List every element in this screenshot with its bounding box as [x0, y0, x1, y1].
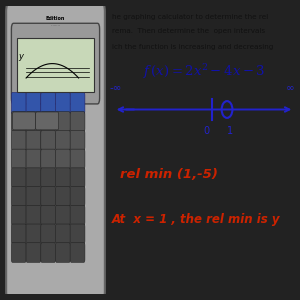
Text: -∞: -∞	[110, 83, 122, 93]
Text: $f\,(x)=2x^2-4x-3$: $f\,(x)=2x^2-4x-3$	[143, 63, 265, 81]
Text: ich the function is increasing and decreasing: ich the function is increasing and decre…	[112, 44, 273, 50]
FancyBboxPatch shape	[41, 92, 56, 114]
Text: 1: 1	[227, 126, 233, 136]
FancyBboxPatch shape	[56, 224, 70, 244]
Text: At  x = 1 , the rel min is y: At x = 1 , the rel min is y	[112, 212, 280, 226]
FancyBboxPatch shape	[35, 112, 59, 130]
FancyBboxPatch shape	[13, 112, 35, 130]
FancyBboxPatch shape	[26, 149, 41, 169]
FancyBboxPatch shape	[26, 168, 41, 188]
FancyBboxPatch shape	[56, 112, 70, 131]
FancyBboxPatch shape	[11, 112, 26, 131]
Text: 0: 0	[204, 126, 210, 136]
FancyBboxPatch shape	[70, 130, 85, 150]
FancyBboxPatch shape	[26, 187, 41, 206]
FancyBboxPatch shape	[41, 130, 56, 150]
FancyBboxPatch shape	[41, 168, 56, 188]
FancyBboxPatch shape	[26, 92, 41, 114]
FancyBboxPatch shape	[26, 130, 41, 150]
FancyBboxPatch shape	[70, 243, 85, 262]
FancyBboxPatch shape	[17, 38, 94, 92]
FancyBboxPatch shape	[11, 205, 26, 225]
FancyBboxPatch shape	[41, 243, 56, 262]
FancyBboxPatch shape	[11, 130, 26, 150]
FancyBboxPatch shape	[6, 3, 105, 300]
FancyBboxPatch shape	[41, 112, 56, 131]
Text: ........: ........	[50, 23, 61, 27]
FancyBboxPatch shape	[26, 112, 41, 131]
Text: rel min (1,-5): rel min (1,-5)	[119, 167, 218, 181]
FancyBboxPatch shape	[11, 149, 26, 169]
FancyBboxPatch shape	[70, 92, 85, 114]
FancyBboxPatch shape	[70, 224, 85, 244]
Text: y: y	[18, 52, 23, 61]
Text: Edition: Edition	[46, 16, 65, 22]
FancyBboxPatch shape	[11, 168, 26, 188]
FancyBboxPatch shape	[26, 243, 41, 262]
FancyBboxPatch shape	[41, 187, 56, 206]
FancyBboxPatch shape	[11, 92, 26, 114]
FancyBboxPatch shape	[41, 224, 56, 244]
FancyBboxPatch shape	[26, 205, 41, 225]
FancyBboxPatch shape	[56, 187, 70, 206]
FancyBboxPatch shape	[70, 168, 85, 188]
FancyBboxPatch shape	[11, 23, 100, 104]
FancyBboxPatch shape	[26, 224, 41, 244]
Text: he graphing calculator to determine the rel: he graphing calculator to determine the …	[112, 14, 268, 20]
FancyBboxPatch shape	[70, 149, 85, 169]
FancyBboxPatch shape	[56, 205, 70, 225]
Text: rema.  Then determine the  open intervals: rema. Then determine the open intervals	[112, 28, 265, 34]
FancyBboxPatch shape	[70, 112, 85, 131]
FancyBboxPatch shape	[11, 243, 26, 262]
FancyBboxPatch shape	[56, 168, 70, 188]
FancyBboxPatch shape	[56, 130, 70, 150]
Text: ∞: ∞	[286, 83, 295, 93]
FancyBboxPatch shape	[41, 205, 56, 225]
FancyBboxPatch shape	[11, 224, 26, 244]
FancyBboxPatch shape	[70, 187, 85, 206]
FancyBboxPatch shape	[41, 149, 56, 169]
FancyBboxPatch shape	[56, 92, 70, 114]
FancyBboxPatch shape	[70, 205, 85, 225]
FancyBboxPatch shape	[11, 187, 26, 206]
FancyBboxPatch shape	[56, 243, 70, 262]
FancyBboxPatch shape	[56, 149, 70, 169]
